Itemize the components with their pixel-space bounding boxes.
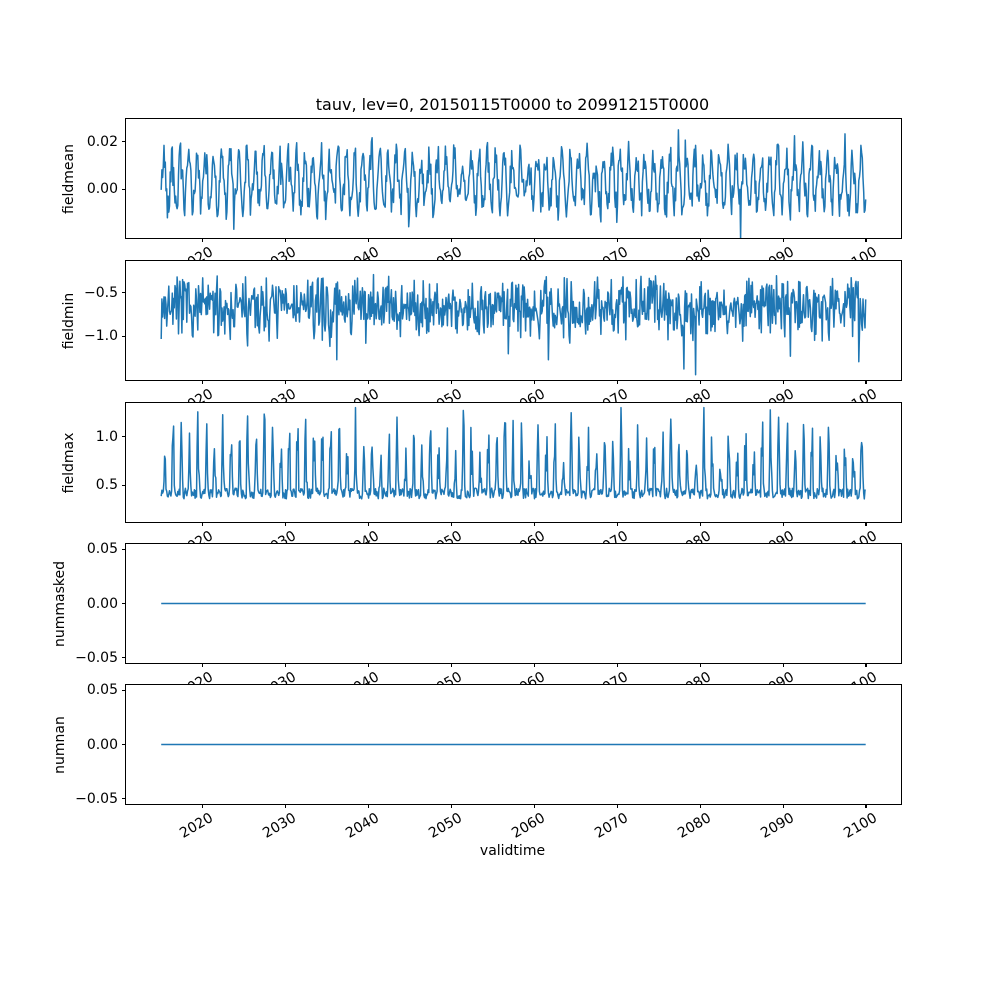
y-tick-mark [122,548,126,550]
y-axis-label: fieldmin [61,292,77,349]
x-tick-mark [699,380,701,384]
y-tick-label: 1.0 [95,428,118,445]
line-plot [160,406,867,500]
subplot-fieldmean: 0.000.02fieldmean20202030204020502060207… [61,118,902,276]
y-tick-mark [122,656,126,659]
x-tick-mark [284,380,286,384]
line-series [160,273,867,376]
x-tick-mark [699,804,701,808]
y-tick-mark [122,797,126,800]
y-tick-label: 0.00 [86,595,118,612]
x-tick-mark [616,804,618,808]
x-tick-label: 2070 [592,810,632,842]
y-tick-label: 0.05 [86,541,118,558]
line-plot [161,743,866,746]
y-tick-label: 0.00 [86,181,118,198]
x-tick-mark [616,380,618,384]
y-tick-label: −0.5 [84,284,118,301]
x-tick-mark [865,663,867,667]
x-tick-mark [533,522,535,526]
subplot-fieldmin: −0.5−1.0fieldmin202020302040205020602070… [61,260,902,418]
x-tick-mark [450,238,452,242]
x-tick-mark [450,804,452,808]
y-tick-mark [122,292,126,294]
x-tick-mark [865,380,867,384]
x-tick-mark [616,522,618,526]
x-tick-mark [284,238,286,242]
x-tick-mark [865,804,867,808]
x-tick-mark [782,238,784,242]
x-tick-label: 2050 [426,810,466,842]
line-plot [160,129,867,238]
y-tick-label: 0.00 [86,736,118,753]
x-tick-label: 2030 [260,810,300,842]
x-tick-mark [201,663,203,667]
x-tick-mark [782,380,784,384]
y-tick-mark [122,743,126,746]
x-tick-mark [201,380,203,384]
subplot-nummasked: −0.050.000.05nummasked202020302040205020… [52,541,902,701]
x-tick-mark [865,522,867,526]
line-plot [160,273,867,376]
x-tick-mark [201,238,203,242]
y-tick-label: −1.0 [84,328,118,345]
x-tick-mark [533,238,535,242]
x-tick-mark [367,238,369,242]
x-tick-mark [450,663,452,667]
x-tick-label: 2090 [758,810,798,842]
x-tick-mark [699,663,701,667]
x-tick-mark [865,238,867,242]
y-axis-label: nummasked [52,560,68,647]
x-tick-mark [533,804,535,808]
y-tick-mark [122,484,126,486]
x-axis-label: validtime [479,843,546,859]
x-tick-mark [782,522,784,526]
y-tick-mark [122,602,126,605]
line-series [160,406,867,500]
x-tick-mark [284,663,286,667]
chart-title: tauv, lev=0, 20150115T0000 to 20991215T0… [315,95,710,114]
y-tick-mark [122,436,126,438]
x-tick-mark [616,663,618,667]
x-tick-mark [782,804,784,808]
y-tick-label: 0.05 [86,682,118,699]
x-tick-label: 2020 [177,810,217,842]
x-tick-mark [533,380,535,384]
y-tick-mark [122,335,126,337]
x-tick-mark [533,663,535,667]
subplot-numnan: −0.05 0.00 0.05 numnan 2020 2030 2040 2050 2060 2… [52,682,902,842]
x-tick-label: 2040 [343,810,383,842]
x-tick-mark [616,238,618,242]
x-tick-mark [284,522,286,526]
x-tick-mark [699,238,701,242]
y-tick-mark [122,141,126,143]
x-tick-mark [699,522,701,526]
x-tick-mark [201,522,203,526]
y-axis-label: numnan [52,715,68,774]
y-tick-mark [122,188,126,191]
x-tick-mark [201,804,203,808]
y-tick-label: −0.05 [75,649,118,666]
x-tick-mark [367,663,369,667]
x-tick-label: 2060 [509,810,549,842]
x-tick-mark [782,663,784,667]
line-plot [161,602,866,605]
x-tick-mark [367,522,369,526]
y-axis-label: fieldmax [61,432,77,493]
x-tick-label: 2100 [841,810,881,842]
x-tick-mark [284,804,286,808]
y-tick-label: −0.05 [75,790,118,807]
x-tick-mark [450,380,452,384]
subplot-fieldmax: 0.51.0fieldmax20202030204020502060207020… [61,402,902,560]
y-tick-label: 0.02 [86,133,118,150]
y-tick-label: 0.5 [95,477,118,494]
x-tick-mark [450,522,452,526]
y-axis-label: fieldmean [61,143,77,214]
x-tick-label: 2080 [675,810,715,842]
x-tick-mark [367,380,369,384]
y-tick-mark [122,689,126,691]
line-series [160,129,867,238]
x-tick-mark [367,804,369,808]
